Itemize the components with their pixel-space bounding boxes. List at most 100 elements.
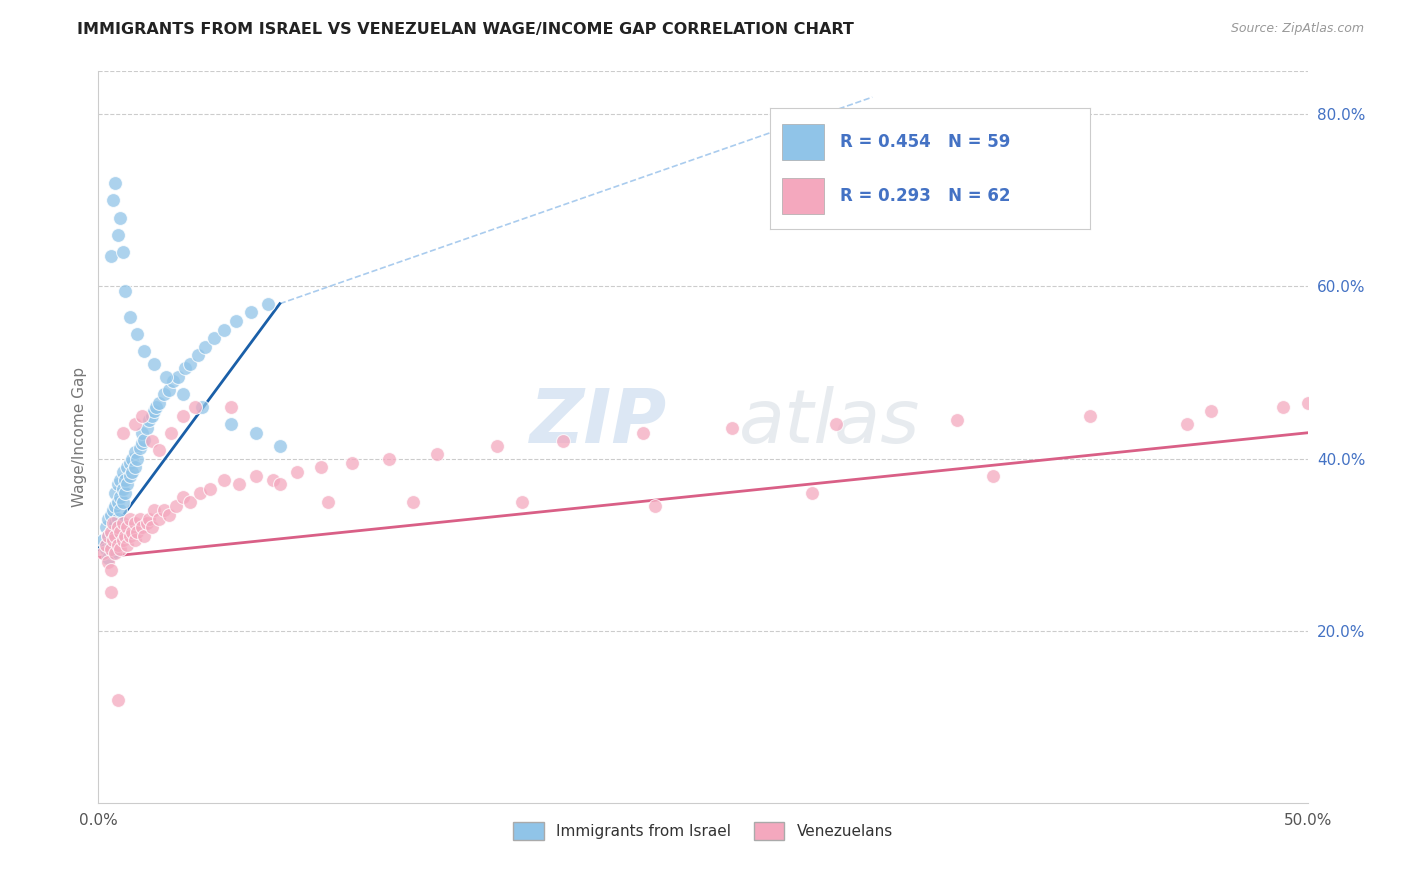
Point (165, 499, 187, 513)
Point (100, 508, 122, 522)
Point (108, 491, 131, 505)
Point (100, 524, 122, 539)
Point (631, 425, 654, 440)
Point (107, 494, 129, 508)
Point (644, 499, 666, 513)
Point (108, 524, 131, 539)
Point (97, 555, 120, 569)
Point (187, 348, 209, 362)
Point (152, 503, 174, 517)
Point (184, 400, 207, 414)
Point (111, 494, 134, 508)
Point (100, 524, 122, 539)
Point (107, 520, 129, 534)
Text: atlas: atlas (740, 386, 921, 458)
Point (316, 494, 339, 508)
Point (245, 468, 267, 483)
Point (135, 516, 157, 530)
Point (100, 249, 122, 263)
Point (162, 374, 184, 388)
Point (377, 451, 399, 466)
Point (212, 473, 235, 487)
Point (239, 305, 262, 319)
Point (342, 456, 364, 470)
Point (97, 529, 120, 543)
Point (309, 460, 332, 475)
Point (101, 546, 124, 560)
Point (131, 436, 153, 450)
Point (198, 482, 221, 496)
Point (111, 482, 134, 496)
Point (143, 404, 166, 418)
Point (143, 357, 166, 371)
Point (145, 400, 167, 414)
Point (114, 473, 136, 487)
Point (134, 433, 156, 447)
Point (225, 314, 247, 328)
Point (104, 176, 127, 190)
Point (155, 369, 177, 384)
Point (91, 533, 114, 548)
Point (141, 520, 163, 534)
Point (104, 499, 127, 513)
Point (121, 524, 143, 539)
Point (131, 409, 153, 423)
Point (285, 465, 308, 479)
Point (118, 468, 141, 483)
Point (946, 413, 969, 427)
Point (117, 520, 139, 534)
Point (135, 421, 157, 435)
Point (1272, 400, 1295, 414)
Point (426, 447, 449, 461)
Point (124, 417, 146, 432)
Point (825, 417, 848, 432)
Point (228, 477, 250, 491)
Point (121, 451, 143, 466)
Point (114, 486, 136, 500)
Point (131, 520, 153, 534)
Point (127, 524, 149, 539)
Point (269, 439, 291, 453)
Point (134, 344, 156, 359)
Point (138, 413, 160, 427)
Point (1199, 404, 1222, 418)
Text: ZIP: ZIP (530, 386, 666, 459)
Point (111, 516, 134, 530)
Point (245, 425, 267, 440)
Point (111, 465, 134, 479)
Point (94, 538, 117, 552)
Point (97, 529, 120, 543)
Point (134, 529, 156, 543)
Point (141, 434, 163, 449)
Point (108, 541, 131, 556)
Point (97, 512, 120, 526)
Point (160, 425, 183, 440)
Point (1296, 395, 1319, 409)
Point (131, 425, 153, 440)
Point (100, 538, 122, 552)
Point (118, 529, 141, 543)
Point (107, 227, 129, 242)
Point (124, 516, 146, 530)
Point (402, 494, 425, 508)
Point (124, 444, 146, 458)
Legend: Immigrants from Israel, Venezuelans: Immigrants from Israel, Venezuelans (508, 815, 898, 847)
Point (101, 520, 124, 534)
Point (800, 486, 823, 500)
Point (221, 400, 243, 414)
Point (117, 538, 139, 552)
Point (108, 473, 131, 487)
Point (101, 533, 124, 548)
Point (256, 296, 278, 310)
Point (94, 541, 117, 556)
Point (141, 409, 163, 423)
Point (111, 425, 134, 440)
Point (157, 508, 180, 522)
Point (174, 361, 197, 376)
Point (191, 400, 214, 414)
Point (179, 357, 201, 371)
Point (138, 512, 160, 526)
Point (114, 284, 136, 298)
Point (1078, 409, 1101, 423)
Point (108, 211, 131, 225)
